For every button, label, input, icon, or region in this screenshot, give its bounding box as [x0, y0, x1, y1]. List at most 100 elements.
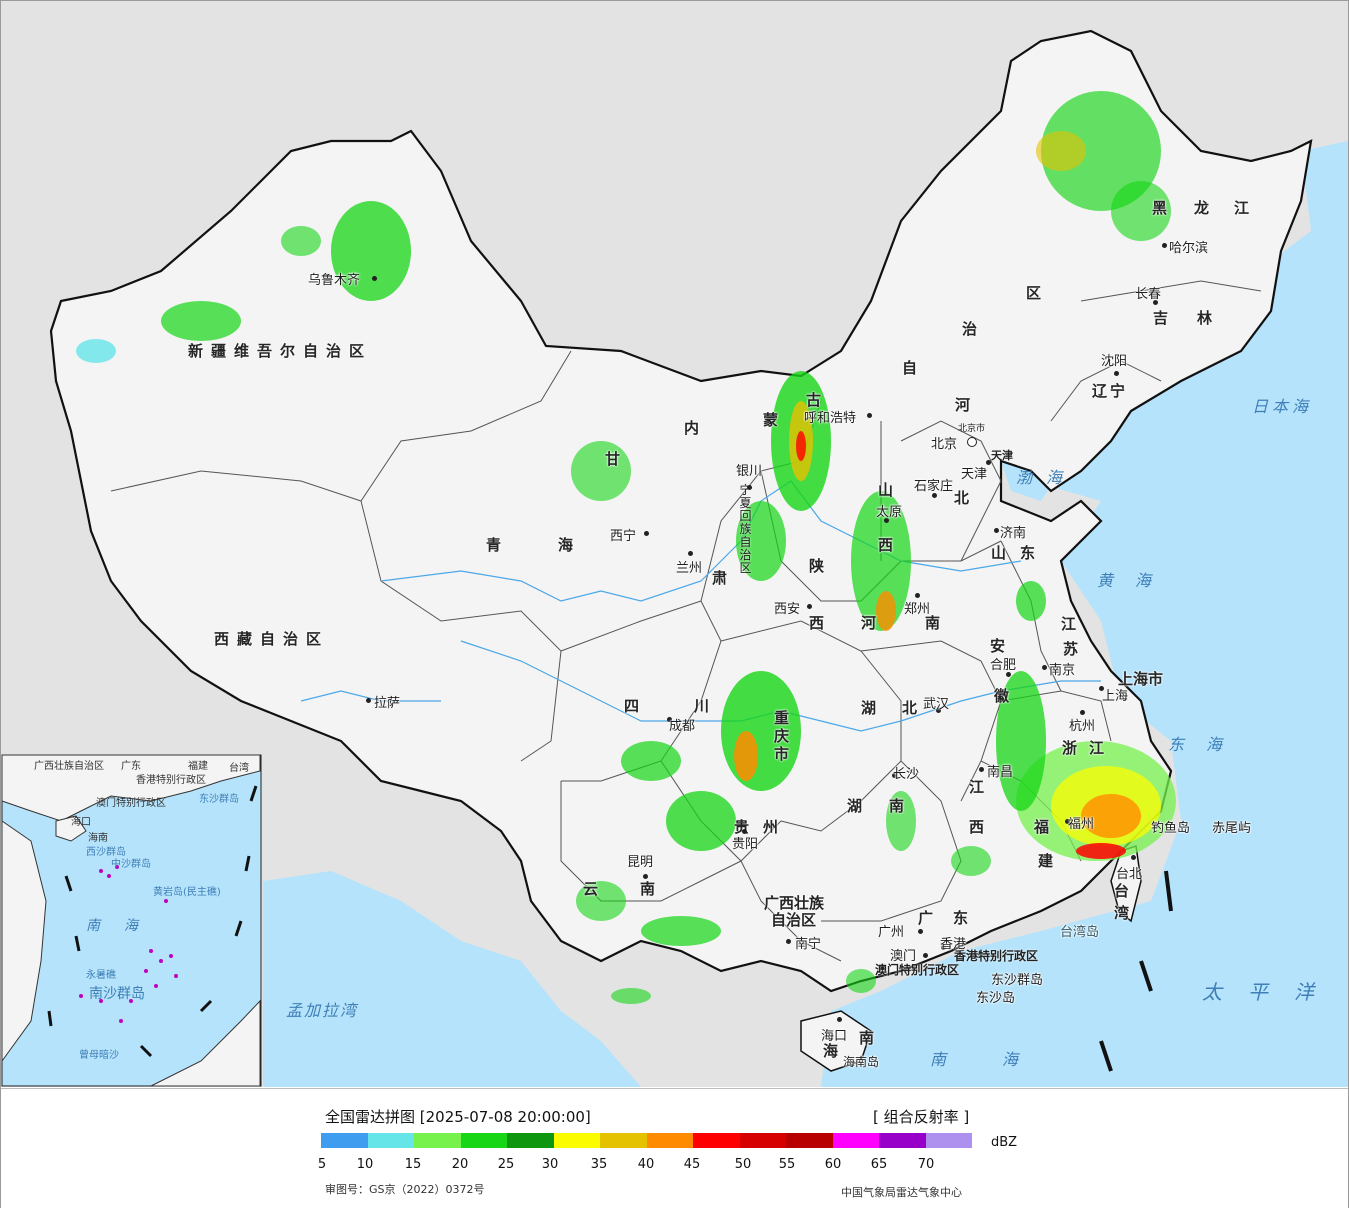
city-dot-haikou: [837, 1017, 842, 1022]
city-dot-lanzhou: [688, 551, 693, 556]
province-jiangsu-1: 苏: [1063, 640, 1079, 658]
inset-taiwan: 台湾: [229, 763, 249, 774]
province-anhui-0: 安: [990, 637, 1006, 655]
scale-cell-7: [646, 1133, 693, 1148]
province-zhejiang-1: 江: [1089, 739, 1105, 757]
inset-south-sea: 南海: [86, 918, 162, 934]
inset-haikou: 海口: [71, 817, 91, 828]
mosaic-title: 全国雷达拼图 [2025-07-08 20:00:00]: [325, 1108, 591, 1126]
province-ningxia: 宁 夏 回 族 自 治 区: [739, 484, 752, 575]
province-shanxi-1: 西: [878, 536, 894, 554]
province-sichuan: 四川: [624, 697, 765, 715]
city-changsha: 长沙: [893, 767, 920, 782]
ningxia-char-3: 族: [739, 522, 752, 536]
province-shanghai: 上海市: [1118, 670, 1164, 688]
city-dot-chengdu: [667, 717, 672, 722]
south-china-sea-inset: [1, 754, 262, 1087]
province-xizang: 西藏自治区: [214, 630, 330, 648]
province-anhui-1: 徽: [994, 687, 1010, 705]
city-fuzhou: 福州: [1068, 817, 1095, 832]
province-shanxi-0: 山: [878, 481, 894, 499]
scale-cell-9: [739, 1133, 786, 1148]
province-jiangxi-0: 江: [969, 778, 985, 796]
scale-tick-label: 20: [451, 1157, 469, 1172]
city-shijiazhuang: 石家庄: [914, 479, 954, 494]
scale-tick-label: 65: [870, 1157, 888, 1172]
province-yunnan-1: 南: [640, 880, 656, 898]
bay-of-bengal-area: [263, 871, 641, 1087]
province-henan-1: 南: [925, 614, 941, 632]
color-scale: [321, 1133, 972, 1148]
scale-tick-label: 50: [734, 1157, 752, 1172]
city-macau: 澳门: [890, 949, 917, 964]
city-dot-shanghai: [1099, 686, 1104, 691]
city-taipei: 台北: [1116, 867, 1143, 882]
city-zhengzhou: 郑州: [904, 602, 931, 617]
province-chongqing-1: 庆: [774, 727, 790, 745]
inset-zengmu: 曾母暗沙: [79, 1050, 119, 1061]
province-jilin-1: 林: [1197, 309, 1213, 327]
nine-dash-line: [1099, 870, 1173, 1072]
province-hebei-1: 北: [954, 489, 970, 507]
province-liaoning-0: 辽: [1092, 382, 1108, 400]
province-hubei-1: 北: [902, 699, 918, 717]
city-changchun: 长春: [1135, 287, 1162, 302]
sea-east: 东海: [1168, 735, 1245, 754]
ningxia-char-1: 夏: [739, 496, 752, 510]
province-heilongjiang-2: 江: [1234, 199, 1250, 217]
island-taiwan: 台湾岛: [1060, 925, 1100, 940]
city-dot-shijiazhuang: [932, 493, 937, 498]
inset-fujian: 福建: [188, 761, 208, 772]
city-dot-guiyang: [742, 829, 747, 834]
city-wuhan: 武汉: [923, 697, 950, 712]
city-shenyang: 沈阳: [1101, 354, 1128, 369]
province-qinghai-1: 青: [486, 536, 502, 554]
scale-cell-6: [600, 1133, 647, 1148]
product-name: [ 组合反射率 ]: [873, 1108, 970, 1126]
province-hainan-1: 南: [859, 1029, 875, 1047]
sea-yellow: 黄海: [1097, 571, 1174, 590]
island-diaoyu: 钓鱼岛: [1151, 821, 1191, 836]
city-dot-hongkong: [941, 945, 946, 950]
scale-tick-label: 40: [637, 1157, 655, 1172]
radar-map[interactable]: 新疆维吾尔自治区 西藏自治区 青 海 甘 肃 内 蒙 古 自 治 区 黑 龙 江…: [1, 1, 1348, 1087]
province-hainan-0: 海: [823, 1042, 839, 1060]
city-dot-changsha: [892, 773, 897, 778]
city-dot-urumqi: [372, 276, 377, 281]
province-hunan-1: 南: [889, 797, 905, 815]
city-nanning: 南宁: [795, 937, 822, 952]
scale-cell-3: [460, 1133, 507, 1148]
organization-name: 中国气象局雷达气象中心: [841, 1186, 962, 1199]
scale-tick-label: 15: [404, 1157, 422, 1172]
city-dot-beijing: [967, 437, 977, 447]
sea-south: 南海: [930, 1050, 1075, 1069]
city-dot-jinan: [994, 528, 999, 533]
scale-unit: dBZ: [991, 1135, 1018, 1150]
province-fujian-1: 建: [1038, 852, 1054, 870]
province-neimenggu-5: 区: [1026, 284, 1042, 302]
inset-guangdong: 广东: [121, 761, 141, 772]
scale-cell-2: [414, 1133, 461, 1148]
province-neimenggu-1: 蒙: [763, 411, 779, 429]
scale-cell-12: [879, 1133, 926, 1148]
inset-zhongsha: 中沙群岛: [111, 859, 151, 870]
city-dot-taipei: [1131, 855, 1136, 860]
inset-macau: 澳门特别行政区: [96, 798, 166, 809]
island-dot-diaoyu: [1154, 823, 1159, 828]
scale-cell-10: [786, 1133, 833, 1148]
ningxia-char-2: 回: [739, 509, 752, 523]
scale-tick-label: 25: [497, 1157, 515, 1172]
province-chongqing-0: 重: [774, 709, 790, 727]
east-sea-area: [821, 141, 1348, 1087]
city-nanchang: 南昌: [987, 765, 1014, 780]
scale-tick-label: 35: [590, 1157, 608, 1172]
city-dot-xining: [644, 531, 649, 536]
province-taiwan-1: 湾: [1114, 904, 1130, 922]
city-lhasa: 拉萨: [374, 696, 401, 711]
city-taiyuan: 太原: [876, 505, 903, 520]
city-dot-macau: [923, 953, 928, 958]
province-chongqing-2: 市: [774, 745, 790, 763]
city-jinan: 济南: [1000, 526, 1027, 541]
province-jilin-0: 吉: [1153, 309, 1169, 327]
